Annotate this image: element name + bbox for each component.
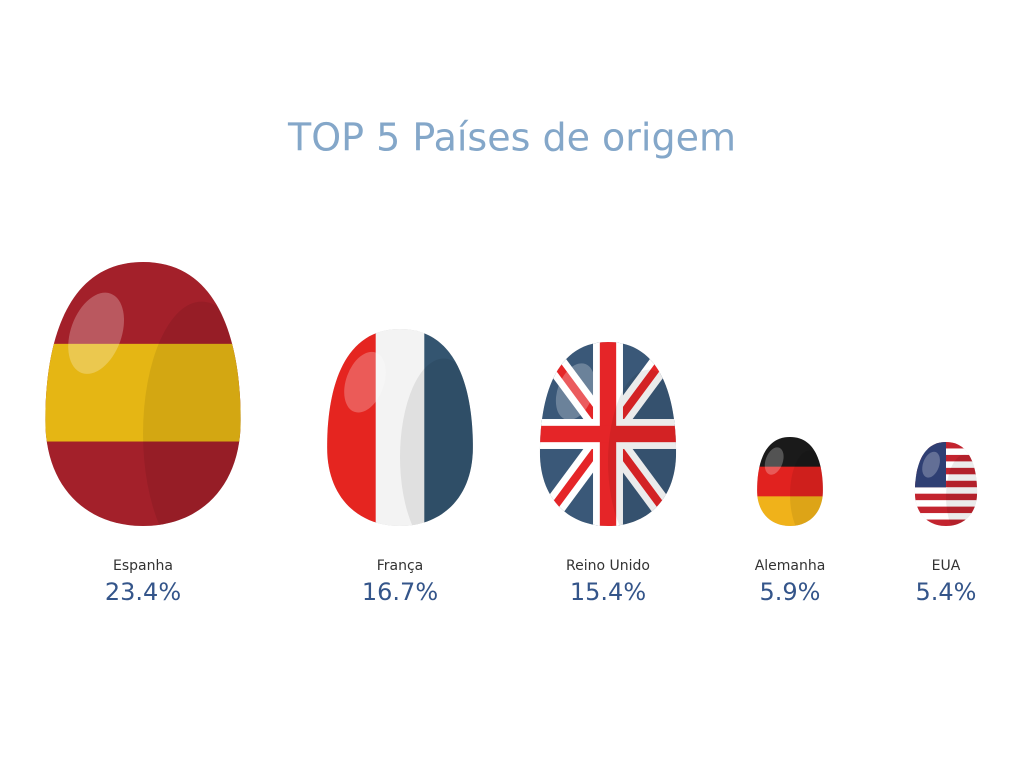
egg-shade bbox=[608, 369, 677, 526]
egg-highlight bbox=[344, 351, 386, 413]
egg-shade bbox=[790, 450, 823, 526]
egg-shade bbox=[946, 454, 978, 526]
egg-flag bbox=[914, 442, 978, 526]
value-label: 15.4% bbox=[570, 578, 646, 606]
flag-part bbox=[914, 487, 978, 495]
chart-title: TOP 5 Países de origem bbox=[287, 116, 736, 160]
egg-highlight bbox=[555, 363, 595, 420]
flag-part bbox=[914, 519, 978, 526]
category-label: Reino Unido bbox=[566, 558, 650, 574]
flag-part bbox=[375, 329, 426, 526]
egg-highlight bbox=[922, 451, 940, 478]
flag-part bbox=[914, 513, 978, 521]
flag-part bbox=[539, 425, 677, 443]
category-label: Alemanha bbox=[755, 558, 826, 574]
egg-flag bbox=[539, 342, 677, 526]
value-label: 16.7% bbox=[362, 578, 438, 606]
egg-flag bbox=[327, 329, 473, 526]
value-label: 5.4% bbox=[916, 578, 977, 606]
value-label: 5.9% bbox=[760, 578, 821, 606]
flag-part bbox=[757, 466, 823, 498]
category-label: Espanha bbox=[113, 558, 173, 574]
category-label: França bbox=[377, 558, 424, 574]
egg-flag bbox=[45, 262, 241, 526]
flag-part bbox=[914, 506, 978, 514]
flag-part bbox=[914, 493, 978, 501]
egg-highlight bbox=[764, 447, 784, 475]
value-label: 23.4% bbox=[105, 578, 181, 606]
egg-flag bbox=[757, 437, 823, 526]
category-label: EUA bbox=[932, 558, 961, 574]
egg-shade bbox=[400, 358, 473, 526]
egg-highlight bbox=[68, 292, 125, 374]
flag-part bbox=[914, 500, 978, 508]
flag-part bbox=[45, 343, 241, 442]
egg-shade bbox=[143, 301, 241, 526]
